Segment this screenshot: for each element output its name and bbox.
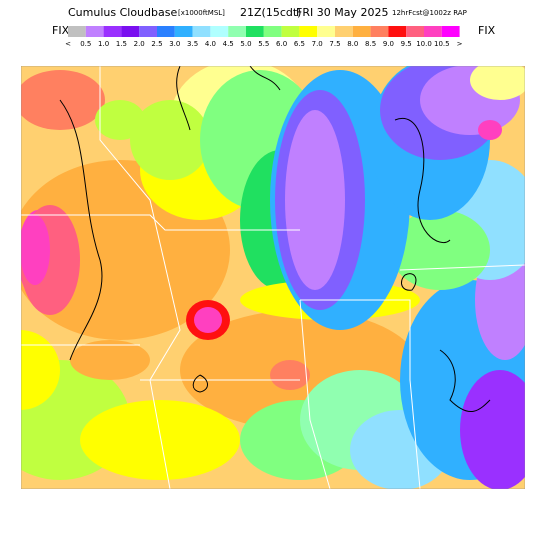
title: Cumulus Cloudbase xyxy=(68,6,177,19)
contour-fill xyxy=(285,110,345,290)
contour-fill xyxy=(21,330,60,410)
legend-label: 8.0 xyxy=(347,40,358,48)
contour-fill xyxy=(80,400,240,480)
color-legend: <0.5 1.0 1.5 2.0 2.5 3.0 3.5 4.0 4.5 5.0 5.5 6.0 6.5… xyxy=(65,26,463,48)
contour-fill xyxy=(460,370,525,489)
fix-left: FIX xyxy=(52,24,70,37)
contour-fill xyxy=(130,100,210,180)
contour-line xyxy=(249,66,281,91)
legend-label: 10.5 xyxy=(434,40,450,48)
legend-swatch xyxy=(424,26,442,37)
contour-fill xyxy=(270,360,310,390)
legend-label: 1.5 xyxy=(116,40,127,48)
contour-fill xyxy=(21,215,50,285)
legend-swatch xyxy=(246,26,264,37)
legend-label: 4.5 xyxy=(223,40,234,48)
legend-label: 1.0 xyxy=(98,40,109,48)
legend-label: 5.0 xyxy=(240,40,251,48)
legend-label: 7.5 xyxy=(329,40,340,48)
legend-label: 5.5 xyxy=(258,40,269,48)
fix-right: FIX xyxy=(478,24,496,37)
legend-label: < xyxy=(65,40,71,48)
legend-swatch xyxy=(352,26,371,37)
legend-swatch xyxy=(317,26,335,37)
legend-swatch xyxy=(85,26,104,37)
state-border xyxy=(99,66,181,489)
legend-swatch xyxy=(281,26,300,37)
legend-swatch xyxy=(121,26,140,37)
contour-line xyxy=(401,273,417,291)
contour-line xyxy=(176,66,191,131)
legend-label: 8.5 xyxy=(365,40,376,48)
legend-label: 6.5 xyxy=(294,40,305,48)
contour-fill xyxy=(95,100,145,140)
contour-line xyxy=(394,117,451,243)
state-border xyxy=(299,299,331,489)
legend-label: 2.5 xyxy=(151,40,162,48)
legend-label: 3.5 xyxy=(187,40,198,48)
legend-swatch xyxy=(388,26,407,37)
legend-swatch xyxy=(406,26,424,37)
legend-swatch xyxy=(263,26,282,37)
legend-swatch xyxy=(157,26,175,37)
legend-label: 9.0 xyxy=(383,40,394,48)
state-border xyxy=(399,264,525,271)
contour-fill xyxy=(194,307,222,333)
legend-label: 9.5 xyxy=(401,40,412,48)
legend-swatch xyxy=(174,26,193,37)
contour-line xyxy=(192,374,208,393)
legend-label: 6.0 xyxy=(276,40,287,48)
legend-label: > xyxy=(457,40,463,48)
legend-swatch xyxy=(210,26,229,37)
contour-line xyxy=(439,349,491,412)
legend-swatch xyxy=(68,26,86,37)
legend-swatch xyxy=(139,26,157,37)
contour-fill xyxy=(70,340,150,380)
state-border xyxy=(300,299,411,380)
valid-time: 21Z(15cdt) xyxy=(240,6,301,19)
legend-label: 4.0 xyxy=(205,40,216,48)
legend-swatch xyxy=(228,26,246,37)
date: FRI 30 May 2025 xyxy=(296,6,388,19)
legend-swatch xyxy=(103,26,122,37)
legend-label: 3.0 xyxy=(169,40,180,48)
map xyxy=(21,66,525,489)
legend-label: 7.0 xyxy=(312,40,323,48)
contour-fill xyxy=(390,210,490,290)
legend-label: 10.0 xyxy=(416,40,432,48)
model-run: 12hrFcst@1002z RAP xyxy=(392,9,467,17)
legend-swatch xyxy=(192,26,211,37)
units: [x1000ftMSL] xyxy=(178,9,225,17)
legend-swatch xyxy=(370,26,389,37)
legend-swatch xyxy=(441,26,460,37)
state-border xyxy=(21,214,300,231)
contour-fill xyxy=(21,70,105,130)
contour-fill xyxy=(478,120,502,140)
state-border xyxy=(409,379,421,489)
legend-label: 2.0 xyxy=(134,40,145,48)
contour-fill xyxy=(470,66,525,100)
legend-label: 0.5 xyxy=(80,40,91,48)
legend-swatch xyxy=(299,26,318,37)
contour-line xyxy=(59,99,103,361)
legend-swatch xyxy=(335,26,353,37)
